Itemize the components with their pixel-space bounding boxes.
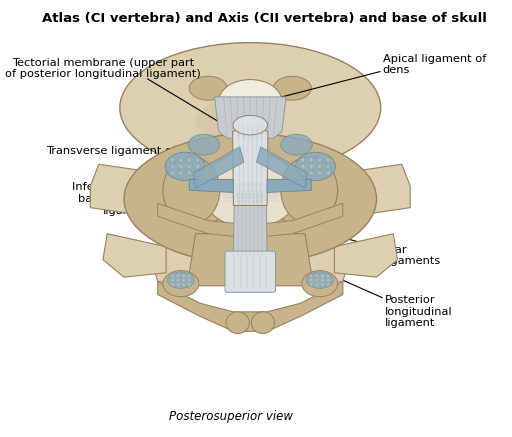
Ellipse shape: [302, 271, 337, 297]
Ellipse shape: [188, 134, 220, 155]
Polygon shape: [189, 180, 233, 192]
Ellipse shape: [163, 271, 199, 297]
Circle shape: [188, 283, 190, 286]
Circle shape: [180, 159, 182, 161]
Circle shape: [177, 274, 179, 277]
Circle shape: [321, 279, 324, 281]
Ellipse shape: [189, 76, 227, 100]
Circle shape: [177, 279, 179, 281]
Circle shape: [197, 165, 199, 168]
Circle shape: [180, 172, 182, 174]
Ellipse shape: [196, 99, 280, 142]
Polygon shape: [187, 234, 313, 286]
Circle shape: [180, 165, 182, 168]
Ellipse shape: [233, 115, 268, 135]
Polygon shape: [267, 180, 311, 192]
Polygon shape: [233, 192, 267, 257]
Circle shape: [327, 172, 329, 174]
Polygon shape: [158, 203, 343, 238]
Circle shape: [327, 159, 329, 161]
Ellipse shape: [219, 80, 282, 123]
Text: Inferior longitudinal
band of cruciform
ligament: Inferior longitudinal band of cruciform …: [72, 182, 185, 215]
Circle shape: [171, 172, 174, 174]
Circle shape: [327, 283, 329, 286]
Circle shape: [197, 172, 199, 174]
Ellipse shape: [202, 152, 298, 228]
Circle shape: [182, 283, 185, 286]
Ellipse shape: [273, 76, 311, 100]
Circle shape: [188, 165, 190, 168]
Circle shape: [315, 279, 318, 281]
Ellipse shape: [226, 312, 249, 333]
Ellipse shape: [124, 134, 376, 264]
Text: Atlas (CI vertebra) and Axis (CII vertebra) and base of skull: Atlas (CI vertebra) and Axis (CII verteb…: [42, 12, 487, 25]
Circle shape: [188, 159, 190, 161]
Polygon shape: [215, 97, 286, 138]
Circle shape: [321, 274, 324, 277]
Text: Apical ligament of
dens: Apical ligament of dens: [383, 54, 486, 75]
Ellipse shape: [120, 43, 381, 173]
Circle shape: [302, 159, 304, 161]
Circle shape: [318, 165, 321, 168]
Circle shape: [310, 172, 312, 174]
Circle shape: [188, 172, 190, 174]
Polygon shape: [194, 147, 244, 188]
Polygon shape: [90, 164, 162, 216]
Circle shape: [315, 274, 318, 277]
Circle shape: [327, 279, 329, 281]
Circle shape: [321, 283, 324, 286]
Text: Alar
ligaments: Alar ligaments: [385, 245, 441, 266]
Ellipse shape: [281, 156, 337, 224]
Polygon shape: [103, 234, 166, 277]
Circle shape: [197, 159, 199, 161]
Circle shape: [177, 283, 179, 286]
Text: Tectorial membrane (upper part
of posterior longitudinal ligament): Tectorial membrane (upper part of poster…: [5, 58, 201, 80]
Ellipse shape: [167, 272, 195, 288]
FancyBboxPatch shape: [225, 251, 275, 292]
Ellipse shape: [306, 272, 333, 288]
Polygon shape: [257, 147, 307, 188]
Circle shape: [171, 279, 174, 281]
Circle shape: [327, 165, 329, 168]
Ellipse shape: [165, 152, 205, 180]
Circle shape: [327, 274, 329, 277]
Circle shape: [310, 274, 312, 277]
Ellipse shape: [251, 312, 274, 333]
Circle shape: [310, 159, 312, 161]
Ellipse shape: [281, 134, 312, 155]
Ellipse shape: [204, 212, 296, 264]
Text: Posterior
longitudinal
ligament: Posterior longitudinal ligament: [385, 295, 453, 329]
Circle shape: [171, 159, 174, 161]
Circle shape: [182, 274, 185, 277]
Circle shape: [171, 274, 174, 277]
Circle shape: [171, 165, 174, 168]
Ellipse shape: [163, 156, 220, 224]
Circle shape: [302, 165, 304, 168]
Polygon shape: [232, 123, 268, 205]
Circle shape: [310, 165, 312, 168]
Circle shape: [302, 172, 304, 174]
Circle shape: [171, 283, 174, 286]
Circle shape: [182, 279, 185, 281]
Circle shape: [310, 279, 312, 281]
Circle shape: [188, 279, 190, 281]
Polygon shape: [150, 234, 196, 286]
Circle shape: [188, 274, 190, 277]
Polygon shape: [334, 234, 397, 277]
Circle shape: [310, 283, 312, 286]
Text: Posterosuperior view: Posterosuperior view: [169, 409, 293, 423]
Circle shape: [318, 172, 321, 174]
Polygon shape: [305, 234, 351, 286]
Polygon shape: [338, 164, 410, 216]
Text: Transverse ligament of atlas: Transverse ligament of atlas: [46, 146, 207, 156]
Circle shape: [318, 159, 321, 161]
Ellipse shape: [295, 152, 335, 180]
Circle shape: [315, 283, 318, 286]
Polygon shape: [158, 281, 343, 331]
